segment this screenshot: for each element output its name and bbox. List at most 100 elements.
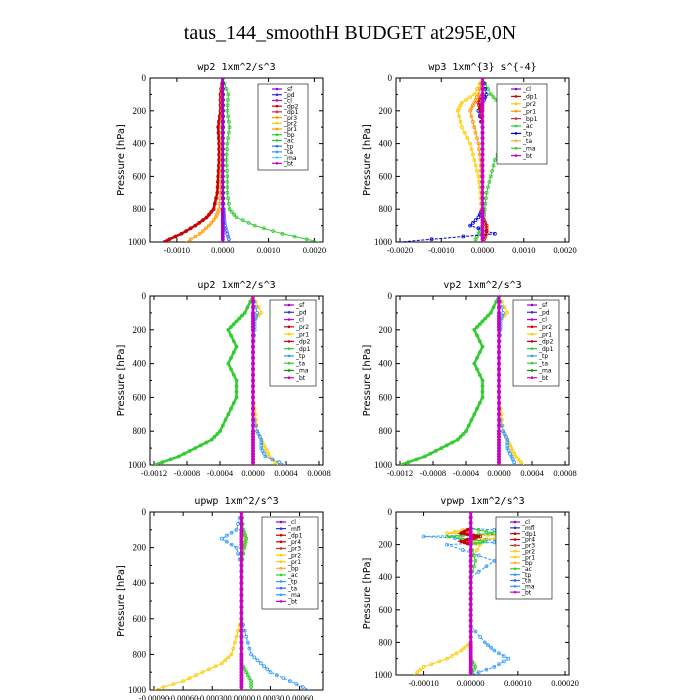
data-point bbox=[445, 656, 450, 661]
legend-marker bbox=[514, 109, 518, 113]
data-point bbox=[455, 108, 460, 113]
data-point bbox=[459, 648, 464, 653]
data-point bbox=[219, 661, 224, 666]
x-tick-label: -0.0008 bbox=[174, 468, 200, 478]
legend-marker bbox=[287, 369, 291, 372]
y-tick-label: 400 bbox=[133, 139, 147, 149]
data-point bbox=[223, 658, 228, 663]
legend-label: _sf bbox=[295, 302, 305, 309]
data-point bbox=[475, 95, 479, 99]
legend-marker bbox=[514, 124, 518, 128]
data-point bbox=[429, 662, 434, 666]
data-point bbox=[239, 593, 244, 597]
data-point bbox=[497, 296, 501, 298]
data-point bbox=[223, 417, 228, 422]
data-point bbox=[239, 551, 244, 556]
legend-marker bbox=[513, 573, 517, 576]
data-point bbox=[251, 378, 255, 383]
legend-marker bbox=[287, 354, 291, 358]
data-point bbox=[475, 325, 479, 329]
data-point bbox=[461, 234, 466, 239]
data-point bbox=[251, 384, 255, 389]
data-point bbox=[224, 152, 229, 157]
legend-label: _ac bbox=[522, 123, 533, 130]
x-tick-label: -0.0004 bbox=[207, 468, 234, 478]
data-point bbox=[501, 659, 506, 664]
data-point bbox=[226, 237, 231, 242]
legend-marker bbox=[275, 93, 279, 97]
legend-label: _bp bbox=[287, 566, 299, 573]
data-point bbox=[231, 350, 236, 355]
legend-marker bbox=[287, 361, 291, 365]
data-point bbox=[234, 319, 239, 324]
data-point bbox=[473, 130, 478, 135]
data-point bbox=[225, 190, 230, 195]
data-point bbox=[468, 629, 473, 634]
data-point bbox=[480, 168, 485, 173]
data-point bbox=[251, 333, 255, 338]
data-point bbox=[457, 536, 462, 540]
x-tick-label: 0.00060 bbox=[286, 693, 314, 700]
data-point bbox=[251, 460, 255, 465]
data-point bbox=[234, 545, 239, 550]
data-point bbox=[472, 327, 477, 332]
y-tick-label: 200 bbox=[379, 540, 393, 550]
data-point bbox=[473, 237, 478, 242]
data-point bbox=[468, 624, 473, 628]
data-point bbox=[173, 234, 178, 239]
y-tick-label: 600 bbox=[379, 392, 393, 402]
x-tick-label: -0.00030 bbox=[197, 693, 227, 700]
data-point bbox=[473, 629, 478, 634]
legend-marker bbox=[530, 369, 534, 372]
data-point bbox=[220, 423, 225, 428]
data-point bbox=[239, 522, 244, 526]
y-tick-label: 200 bbox=[133, 543, 147, 553]
data-point bbox=[421, 534, 426, 539]
data-point bbox=[497, 356, 501, 360]
data-point bbox=[239, 557, 244, 562]
legend-label: _cl bbox=[521, 519, 530, 526]
data-point bbox=[194, 673, 199, 678]
data-point bbox=[239, 599, 244, 603]
data-point bbox=[477, 339, 482, 344]
legend-marker bbox=[514, 132, 518, 135]
y-tick-label: 0 bbox=[388, 73, 393, 83]
legend-label: _ma bbox=[522, 145, 536, 152]
data-point bbox=[193, 223, 198, 228]
x-tick-label: 0.00030 bbox=[257, 693, 285, 700]
data-point bbox=[462, 529, 467, 534]
data-point bbox=[252, 223, 257, 228]
data-point bbox=[473, 218, 478, 223]
y-axis-label: Pressure [hPa] bbox=[116, 565, 127, 637]
data-point bbox=[226, 119, 231, 124]
y-axis-label: Pressure [hPa] bbox=[362, 124, 373, 196]
legend-marker bbox=[513, 590, 517, 594]
legend-marker bbox=[513, 579, 517, 582]
data-point bbox=[480, 190, 485, 195]
y-tick-label: 600 bbox=[133, 171, 147, 181]
data-point bbox=[280, 231, 285, 236]
y-tick-label: 200 bbox=[379, 106, 393, 116]
series-line-pr2 bbox=[153, 512, 247, 690]
data-point bbox=[473, 559, 478, 563]
data-point bbox=[245, 673, 250, 678]
legend-marker bbox=[279, 527, 283, 530]
x-tick-label: 0.0004 bbox=[274, 468, 298, 478]
data-point bbox=[216, 163, 221, 168]
data-point bbox=[506, 448, 511, 453]
legend-label: _ma bbox=[538, 368, 552, 375]
data-point bbox=[251, 356, 255, 360]
x-tick-label: 0.00020 bbox=[551, 678, 579, 688]
data-point bbox=[234, 634, 239, 639]
data-point bbox=[468, 618, 473, 623]
legend-marker bbox=[275, 121, 279, 125]
data-point bbox=[468, 521, 473, 525]
y-tick-label: 600 bbox=[133, 614, 147, 624]
data-point bbox=[480, 78, 485, 80]
y-axis-label: Pressure [hPa] bbox=[116, 124, 127, 196]
y-tick-label: 400 bbox=[379, 572, 393, 582]
data-point bbox=[475, 406, 479, 411]
chart-panel-5: upwp 1xm^2/s^3 Pressure [hPa] 0 200 400 600 80… bbox=[116, 496, 324, 700]
legend-label: _dp1 bbox=[283, 109, 299, 116]
legend-marker bbox=[287, 340, 291, 343]
